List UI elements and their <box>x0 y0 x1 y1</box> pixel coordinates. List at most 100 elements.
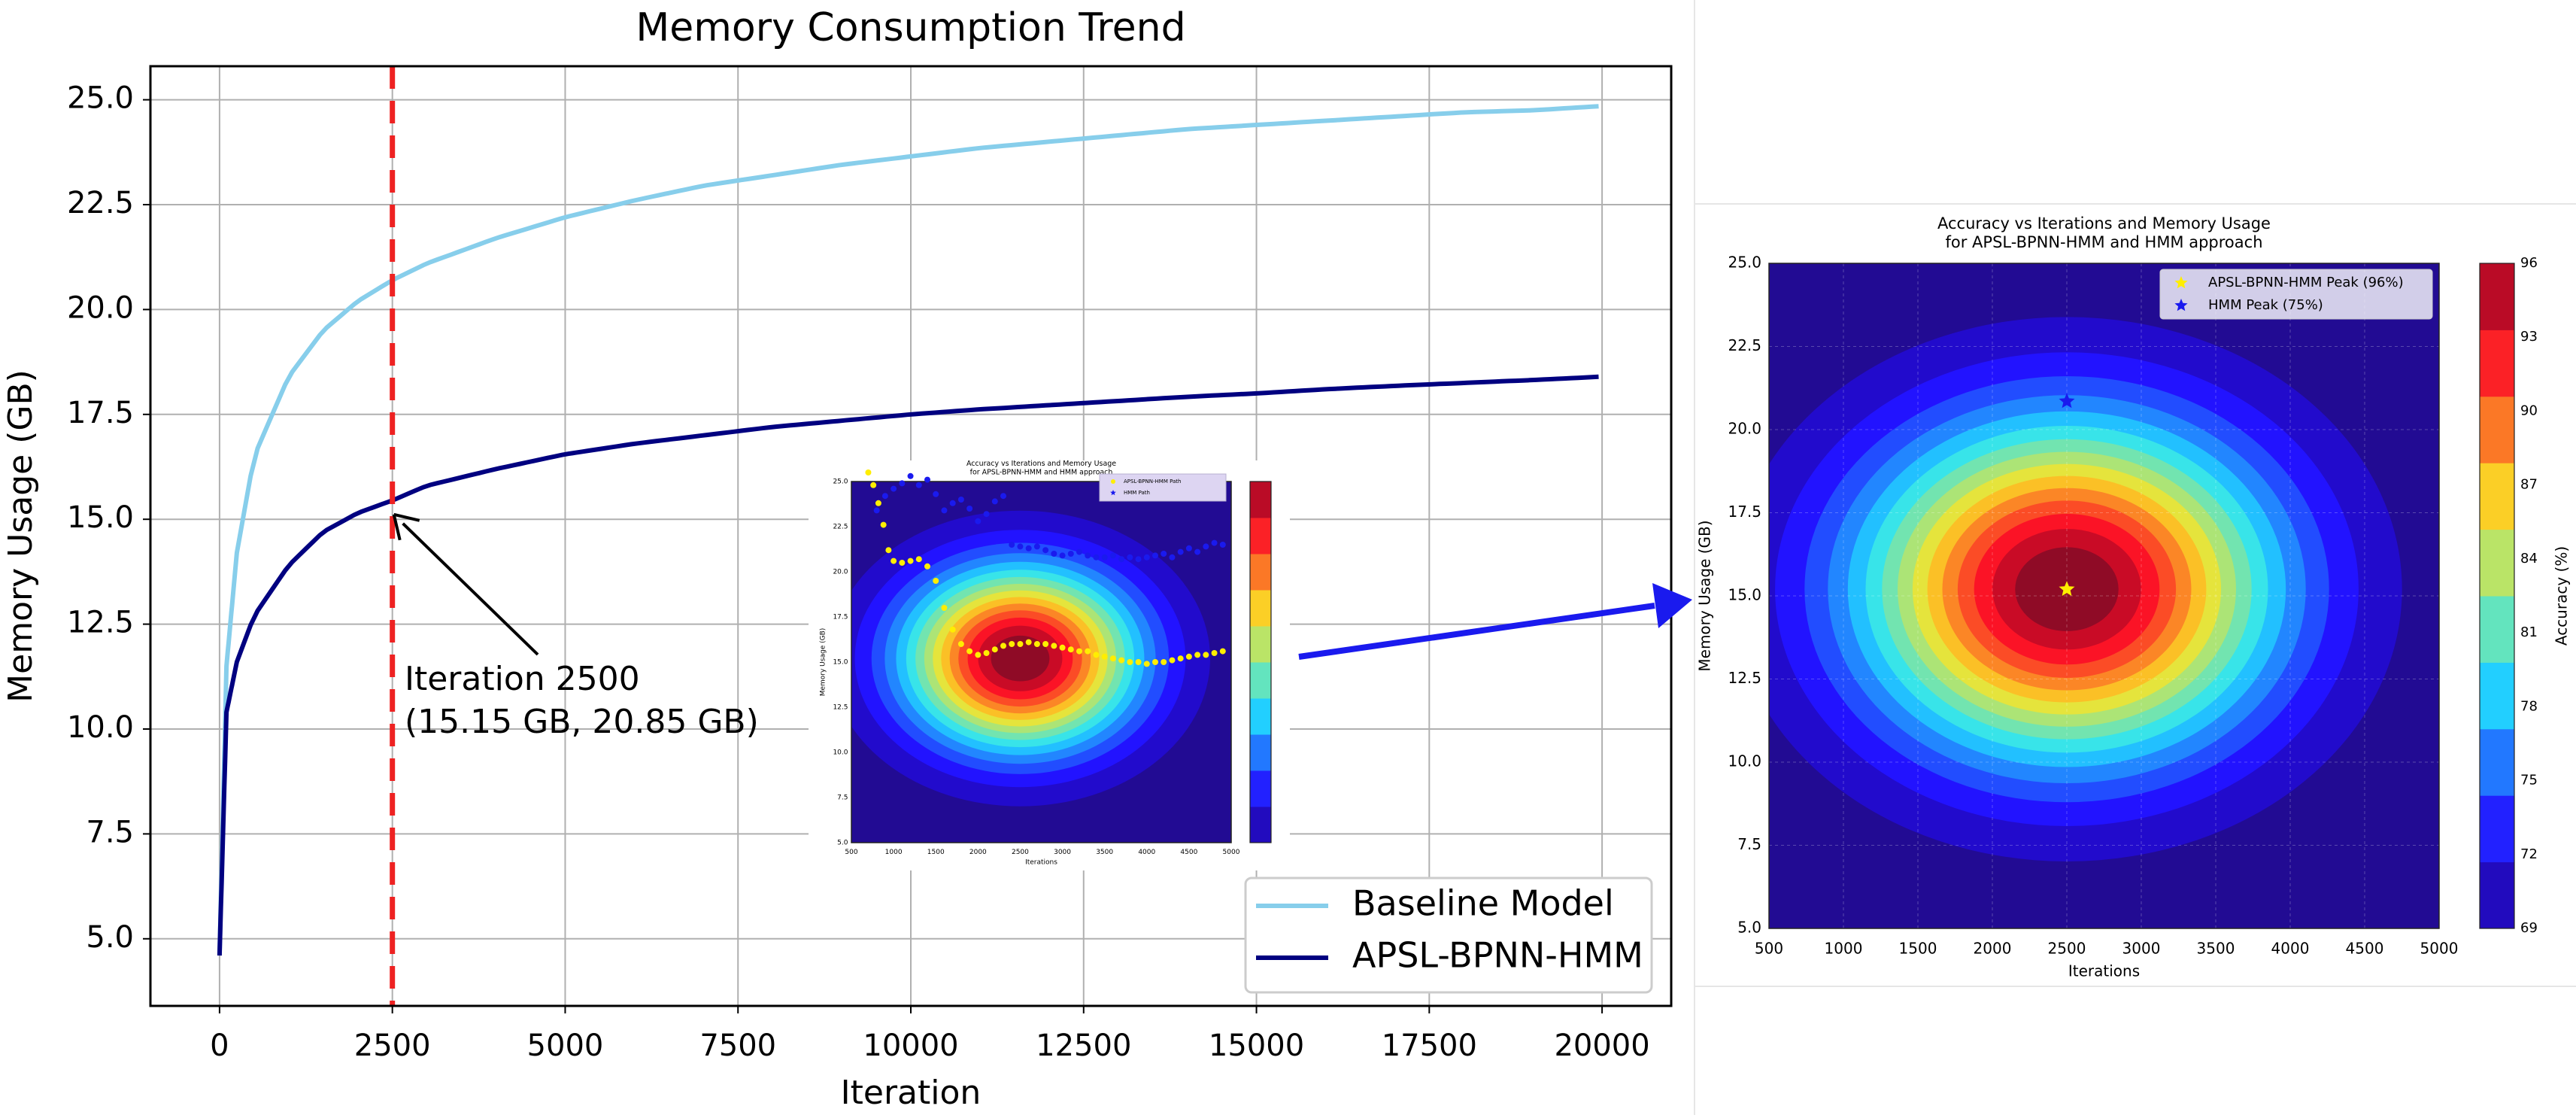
colorbar-segment <box>2480 263 2514 330</box>
heatmap-y-tick-label: 17.5 <box>1728 503 1761 521</box>
legend-marker-apsl-peak <box>2174 276 2188 289</box>
heatmap-y-axis-label: Memory Usage (GB) <box>1696 520 1714 671</box>
inset-apsl-path-point <box>1127 659 1133 665</box>
colorbar-tick-label: 93 <box>2520 329 2538 345</box>
heatmap-title-line: for APSL-BPNN-HMM and HMM approach <box>970 468 1113 476</box>
inset-hmm-path-point <box>1076 548 1082 555</box>
heatmap-x-tick-label: 3000 <box>1054 849 1071 856</box>
heatmap-x-tick-label: 4000 <box>2271 940 2310 958</box>
x-tick-label: 15000 <box>1209 1028 1304 1063</box>
colorbar-tick-label: 81 <box>2520 624 2538 640</box>
heatmap-x-tick-label: 1500 <box>927 849 945 856</box>
heatmap-y-tick-label: 22.5 <box>833 524 848 531</box>
inset-apsl-path-point <box>1169 657 1176 664</box>
heatmap-contours <box>851 510 1210 807</box>
legend-marker-hmm-peak <box>2174 299 2188 311</box>
inset-legend-marker-hmm <box>1110 490 1116 496</box>
heatmap-x-tick-label: 4500 <box>2346 940 2384 958</box>
heatmap-x-tick-label: 5000 <box>1223 849 1240 856</box>
inset-apsl-path-point <box>1152 659 1158 665</box>
heatmap-x-tick-label: 1500 <box>1899 940 1937 958</box>
heatmap-x-tick-label: 3000 <box>2122 940 2161 958</box>
inset-apsl-path-point <box>885 547 892 554</box>
inset-apsl-path-point <box>899 560 906 566</box>
inset-apsl-path-point <box>1118 657 1125 664</box>
inset-apsl-path-point <box>1059 644 1066 651</box>
inset-hmm-path-point <box>1042 547 1049 554</box>
heatmap-x-tick-label: 2500 <box>2048 940 2086 958</box>
inset-apsl-path-point <box>983 650 990 656</box>
colorbar-tick-label: 69 <box>2520 920 2538 936</box>
heatmap-legend: APSL-BPNN-HMM Peak (96%) HMM Peak (75%) <box>2159 269 2433 320</box>
annotation-arrowhead <box>392 512 420 541</box>
heatmap-legend-box <box>2159 269 2433 320</box>
inset-hmm-path-point <box>1219 542 1226 548</box>
heatmap-y-tick-label: 15.0 <box>1728 586 1761 604</box>
heatmap-x-tick-label: 3500 <box>2197 940 2235 958</box>
colorbar-label: Accuracy (%) <box>2553 546 2571 646</box>
inset-hmm-path-point <box>907 472 914 479</box>
inset-apsl-path-point <box>1177 655 1184 662</box>
x-tick-label: 10000 <box>863 1028 958 1063</box>
inset-hmm-path-point <box>1093 554 1100 561</box>
colorbar-segment <box>2480 529 2514 597</box>
inset-apsl-path-point <box>957 641 964 647</box>
colorbar-segment <box>2480 662 2514 730</box>
inset-apsl-path-point <box>966 648 973 655</box>
inset-hmm-path-point <box>899 480 906 487</box>
colorbar-segment <box>2480 396 2514 463</box>
inset-apsl-path-point <box>880 521 887 528</box>
colorbar-tick-label: 96 <box>2520 255 2538 271</box>
heatmap-y-tick-label: 7.5 <box>1737 835 1761 853</box>
legend-label-apsl-peak: APSL-BPNN-HMM Peak (96%) <box>2208 275 2404 290</box>
inset-apsl-path-point <box>941 605 948 611</box>
inset-hmm-path-point <box>924 476 930 483</box>
inset-hmm-path-point <box>1025 545 1032 551</box>
y-tick-label: 22.5 <box>67 186 134 220</box>
heatmap-x-tick-label: 500 <box>845 849 857 856</box>
panel-divider-top <box>1694 203 2576 205</box>
heatmap-y-tick-label: 10.0 <box>833 749 848 757</box>
x-tick-label: 5000 <box>527 1028 604 1063</box>
inset-apsl-path-point <box>1185 653 1192 660</box>
colorbar-segment <box>2480 330 2514 397</box>
heatmap-y-tick-label: 17.5 <box>833 614 848 621</box>
colorbar-segment <box>1250 554 1271 591</box>
inset-hmm-path-point <box>983 511 990 518</box>
inset-hmm-path-point <box>873 507 880 514</box>
inset-hmm-path-point <box>941 507 948 514</box>
inset-hmm-path-point <box>1161 551 1167 557</box>
inset-apsl-path-point <box>1076 648 1082 655</box>
inset-hmm-path-point <box>1118 556 1125 563</box>
colorbar-segment <box>1250 807 1271 843</box>
x-tick-label: 7500 <box>699 1028 776 1063</box>
annotation-arrow-shaft <box>402 522 539 656</box>
heatmap-x-axis-label: Iterations <box>2068 962 2140 980</box>
inset-legend-label-apsl: APSL-BPNN-HMM Path <box>1124 478 1181 485</box>
inset-apsl-path-point <box>865 469 872 475</box>
colorbar-tick-label: 87 <box>2520 477 2538 493</box>
inset-apsl-path-point <box>924 563 930 570</box>
inset-hmm-path-point <box>1085 552 1091 559</box>
heatmap-y-tick-label: 25.0 <box>1728 254 1761 272</box>
hmm-peak-marker <box>2059 393 2075 409</box>
chart-title: Memory Consumption Trend <box>636 5 1185 50</box>
heatmap-x-tick-label: 4000 <box>1138 849 1155 856</box>
connector-arrowhead <box>1652 583 1692 628</box>
heatmap-y-tick-label: 22.5 <box>1728 336 1761 354</box>
colorbar-tick-label: 75 <box>2520 773 2538 788</box>
x-tick-label: 17500 <box>1382 1028 1477 1063</box>
inset-apsl-path-point <box>907 557 914 564</box>
heatmap-y-tick-label: 10.0 <box>1728 752 1761 770</box>
inset-apsl-path-point <box>1067 646 1074 653</box>
y-axis-label: Memory Usage (GB) <box>2 369 40 703</box>
legend-box <box>1244 876 1653 994</box>
y-tick-label: 5.0 <box>86 920 134 955</box>
inset-apsl-path-point <box>870 482 877 488</box>
inset-apsl-path-point <box>1143 661 1150 667</box>
heatmap-x-tick-label: 500 <box>1755 940 1783 958</box>
inset-apsl-path-point <box>1194 652 1201 658</box>
colorbar-frame <box>2479 263 2515 929</box>
legend-label-apsl-bpnn-hmm: APSL-BPNN-HMM <box>1352 935 1643 976</box>
